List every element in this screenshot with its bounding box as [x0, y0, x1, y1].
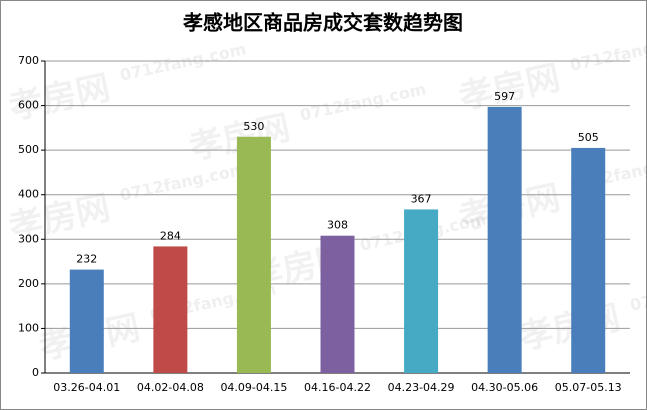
value-label: 597: [494, 90, 515, 103]
x-tick-label: 04.09-04.15: [220, 381, 287, 394]
x-tick-label: 04.30-05.06: [471, 381, 538, 394]
value-label: 367: [411, 192, 432, 205]
x-tick-label: 05.07-05.13: [555, 381, 622, 394]
x-tick-label: 04.16-04.22: [304, 381, 371, 394]
y-tick-label: 100: [18, 321, 39, 334]
bar: [487, 106, 522, 373]
bar: [153, 246, 188, 373]
y-tick-label: 400: [18, 188, 39, 201]
y-tick-label: 700: [18, 54, 39, 67]
bar: [69, 269, 104, 373]
y-tick-label: 200: [18, 277, 39, 290]
bar: [571, 147, 606, 373]
chart-title: 孝感地区商品房成交套数趋势图: [182, 11, 463, 35]
x-tick-label: 04.23-04.29: [388, 381, 455, 394]
value-label: 505: [578, 131, 599, 144]
bar: [320, 235, 355, 373]
y-tick-label: 600: [18, 99, 39, 112]
bar: [404, 209, 439, 373]
x-tick-label: 04.02-04.08: [137, 381, 204, 394]
y-tick-label: 0: [32, 366, 39, 379]
bar: [236, 136, 271, 373]
value-label: 308: [327, 219, 348, 232]
x-tick-label: 03.26-04.01: [53, 381, 120, 394]
value-label: 232: [76, 253, 97, 266]
value-label: 530: [243, 120, 264, 133]
y-tick-label: 300: [18, 232, 39, 245]
value-label: 284: [160, 229, 181, 242]
y-tick-label: 500: [18, 143, 39, 156]
